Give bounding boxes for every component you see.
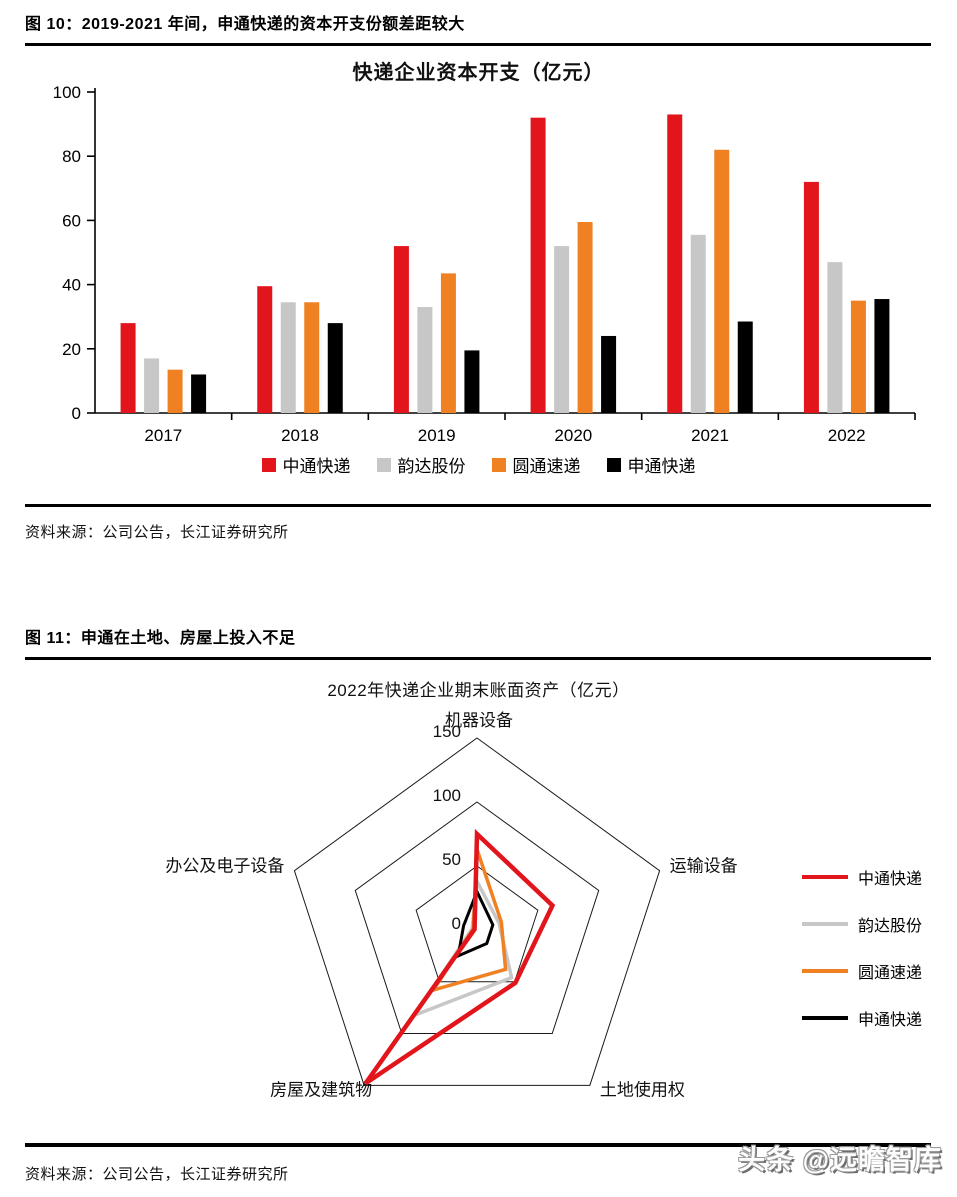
legend-swatch [491,457,506,472]
legend-label: 韵达股份 [858,918,923,935]
radar-chart-title: 2022年快递企业期末账面资产（亿元） [327,681,630,700]
bar-中通快递-2017 [120,323,136,413]
radar-ring-label: 0 [452,914,461,933]
legend-label: 圆通速递 [858,965,923,982]
figure10-source: 资料来源：公司公告，长江证券研究所 [25,524,289,541]
legend-item-申通快递: 申通快递 [606,452,696,477]
y-tick-label: 40 [62,276,81,295]
radar-axis-label-left: 办公及电子设备 [165,857,284,876]
radar-legend-item-申通快递: 申通快递 [802,1007,922,1029]
bar-申通快递-2021 [737,321,753,413]
bar-中通快递-2020 [530,117,546,414]
figure11-bottom-divider [25,1143,931,1147]
y-tick-label: 60 [62,211,81,230]
bar-中通快递-2018 [257,286,273,413]
bar-申通快递-2022 [874,299,890,413]
legend-line-swatch [802,1016,848,1020]
legend-line-swatch [802,969,848,973]
bar-圆通速递-2019 [440,273,456,413]
bar-圆通速递-2020 [577,222,593,413]
watermark: 头条 @远瞻智库 [738,1145,942,1175]
bar-圆通速递-2018 [304,302,320,413]
bar-韵达股份-2022 [827,262,843,413]
radar-series-中通快递 [363,828,556,1086]
radar-ring-50 [415,865,539,983]
legend-swatch [606,457,621,472]
bar-韵达股份-2020 [554,246,570,413]
y-tick-label: 80 [62,147,81,166]
bar-中通快递-2022 [803,181,819,413]
bar-申通快递-2019 [464,350,480,413]
legend-label: 韵达股份 [397,457,466,476]
bar-韵达股份-2019 [417,307,433,413]
radar-axis-label-top: 机器设备 [445,711,513,730]
radar-legend-item-圆通速递: 圆通速递 [802,960,922,982]
x-category-label: 2022 [828,426,866,445]
radar-axis-label-bottom-left: 房屋及建筑物 [270,1080,372,1099]
figure10-bottom-divider [25,504,931,507]
bar-圆通速递-2022 [850,300,866,413]
radar-ring-label: 50 [442,850,461,869]
radar-series-申通快递 [456,887,495,959]
bar-chart-legend: 中通快递 韵达股份 圆通速递 申通快递 [0,452,957,477]
radar-ring-100 [354,801,600,1035]
legend-label: 申通快递 [627,457,696,476]
radar-ring-label: 150 [433,722,461,741]
x-category-label: 2019 [418,426,456,445]
legend-line-swatch [802,922,848,926]
bar-申通快递-2020 [601,335,617,413]
x-category-label: 2021 [691,426,729,445]
bar-chart-title: 快递企业资本开支（亿元） [352,62,605,84]
y-tick-label: 100 [53,85,81,102]
y-tick-label: 20 [62,340,81,359]
legend-item-中通快递: 中通快递 [261,452,351,477]
bar-申通快递-2018 [327,323,343,413]
legend-label: 圆通速递 [512,457,581,476]
x-category-label: 2018 [281,426,319,445]
legend-label: 中通快递 [858,871,923,888]
radar-legend-item-韵达股份: 韵达股份 [802,913,922,935]
radar-ring-label: 100 [433,786,461,805]
radar-chart-legend: 中通快递韵达股份圆通速递申通快递 [802,866,922,1054]
radar-axis-label-bottom-right: 土地使用权 [600,1079,685,1099]
bar-圆通速递-2017 [167,369,183,413]
radar-legend-item-中通快递: 中通快递 [802,866,922,888]
bar-韵达股份-2017 [144,358,160,413]
legend-label: 申通快递 [858,1012,923,1029]
radar-ring-150 [293,737,661,1086]
figure11-caption: 图 11：申通在土地、房屋上投入不足 [25,624,931,660]
legend-label: 中通快递 [282,457,351,476]
x-category-label: 2017 [144,426,182,445]
bar-韵达股份-2021 [690,234,706,413]
figure11-source: 资料来源：公司公告，长江证券研究所 [25,1166,289,1183]
x-category-label: 2020 [554,426,592,445]
legend-line-swatch [802,875,848,879]
bar-中通快递-2021 [667,114,683,413]
legend-swatch [376,457,391,472]
bar-chart-canvas: 0 20 40 60 80 100 2017 2018 2019 2020 2021 2022 [53,85,916,445]
y-tick-label: 0 [72,404,81,423]
bar-申通快递-2017 [191,374,207,413]
figure11-caption-text: 图 11：申通在土地、房屋上投入不足 [25,630,296,647]
figure10-caption: 图 10：2019-2021 年间，申通快递的资本开支份额差距较大 [25,10,931,46]
legend-item-韵达股份: 韵达股份 [376,452,466,477]
radar-axis-label-right: 运输设备 [670,857,738,876]
figure10-caption-text: 图 10：2019-2021 年间，申通快递的资本开支份额差距较大 [25,16,465,33]
legend-swatch [261,457,276,472]
legend-item-圆通速递: 圆通速递 [491,452,581,477]
bar-韵达股份-2018 [280,302,296,413]
bar-圆通速递-2021 [714,149,730,413]
bar-中通快递-2019 [393,246,409,413]
